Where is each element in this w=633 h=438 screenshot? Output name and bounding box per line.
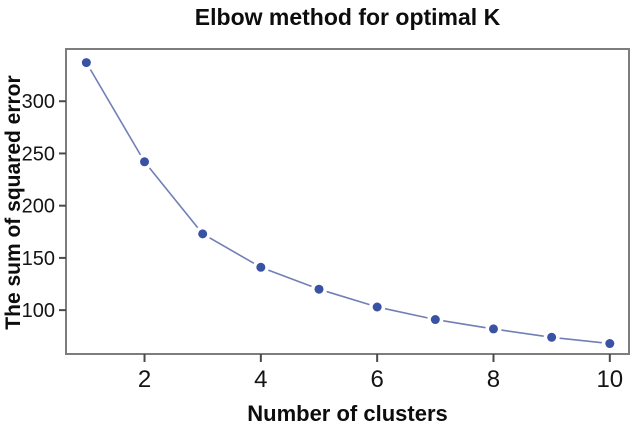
x-tick-label: 10 [596, 366, 623, 393]
y-tick-label: 300 [22, 91, 55, 113]
series-line-segment [209, 237, 255, 265]
y-tick-label: 250 [22, 143, 55, 165]
data-point [488, 324, 498, 334]
series-line-segment [501, 329, 544, 337]
data-point [140, 157, 150, 167]
x-tick-label: 2 [138, 366, 151, 393]
data-point [372, 302, 382, 312]
x-tick-label: 8 [487, 366, 500, 393]
data-point [605, 339, 615, 349]
y-tick-label: 150 [22, 248, 55, 270]
series-line-segment [148, 167, 199, 229]
series-line-segment [268, 269, 312, 288]
y-tick-label: 200 [22, 196, 55, 218]
data-point [198, 229, 208, 239]
data-point [430, 315, 440, 325]
series-line-segment [559, 337, 602, 344]
chart-title: Elbow method for optimal K [194, 4, 501, 30]
series-line-segment [89, 69, 142, 156]
series-line-segment [443, 320, 486, 329]
series-line-segment [326, 290, 370, 306]
x-tick-label: 6 [370, 366, 383, 393]
data-point [81, 58, 91, 68]
series-line-segment [384, 307, 428, 319]
x-axis-label: Number of clusters [247, 401, 448, 426]
data-point [547, 332, 557, 342]
y-tick-label: 100 [22, 300, 55, 322]
x-tick-label: 4 [254, 366, 267, 393]
plot-frame [65, 48, 630, 355]
data-point [256, 262, 266, 272]
data-point [314, 284, 324, 294]
